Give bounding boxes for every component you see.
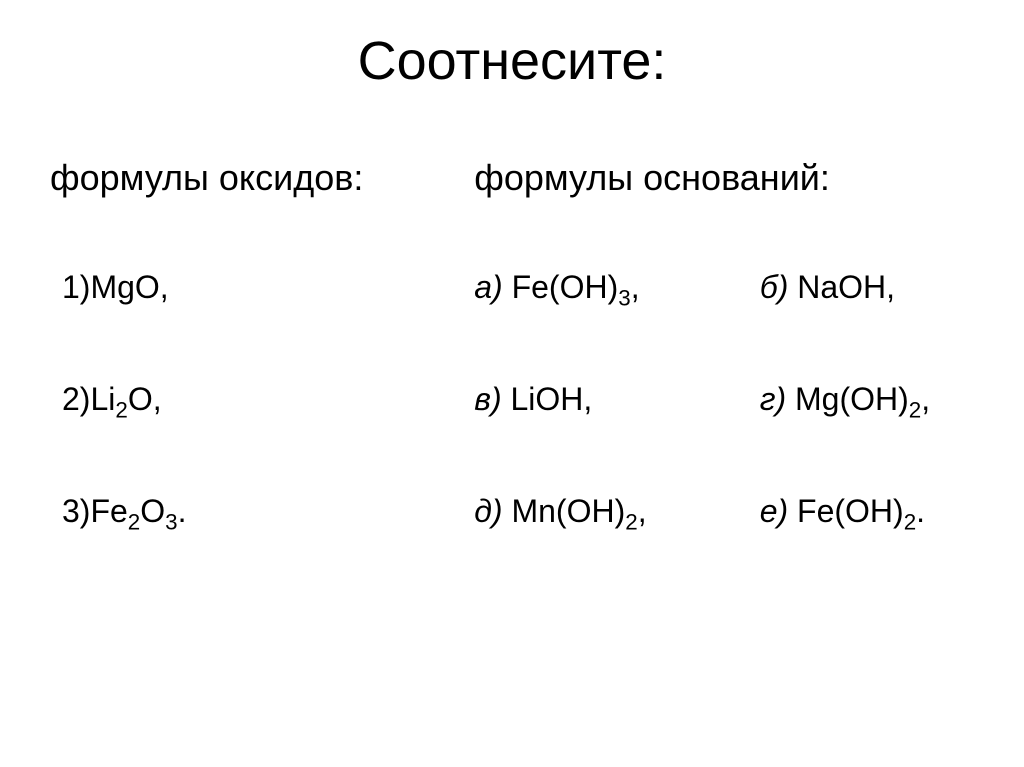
slide: Соотнесите: формулы оксидов: 1)MgO, 2)Li… (0, 0, 1024, 767)
base-row: а) Fe(OH)3, б) NaOH, (474, 269, 984, 306)
base-row: д) Mn(OH)2, е) Fe(OH)2. (474, 493, 984, 530)
base-formula: е) Fe(OH)2. (760, 493, 984, 530)
base-formula: б) NaOH, (760, 269, 984, 306)
base-formula: г) Mg(OH)2, (760, 381, 984, 418)
base-formula: в) LiOH, (474, 381, 759, 418)
oxide-formula: 2)Li2O, (50, 381, 162, 418)
base-formula: д) Mn(OH)2, (474, 493, 759, 530)
oxide-item: 1)MgO, (50, 269, 474, 306)
left-heading: формулы оксидов: (50, 157, 474, 199)
base-row: в) LiOH, г) Mg(OH)2, (474, 381, 984, 418)
slide-title: Соотнесите: (40, 30, 984, 92)
oxide-formula: 1)MgO, (50, 269, 169, 306)
oxide-formula: 3)Fe2O3. (50, 493, 186, 530)
right-heading: формулы оснований: (474, 157, 984, 199)
base-formula: а) Fe(OH)3, (474, 269, 759, 306)
columns: формулы оксидов: 1)MgO, 2)Li2O, 3)Fe2O3.… (40, 157, 984, 530)
left-column: формулы оксидов: 1)MgO, 2)Li2O, 3)Fe2O3. (40, 157, 474, 530)
oxide-item: 3)Fe2O3. (50, 493, 474, 530)
right-column: формулы оснований: а) Fe(OH)3, б) NaOH, … (474, 157, 984, 530)
oxide-item: 2)Li2O, (50, 381, 474, 418)
